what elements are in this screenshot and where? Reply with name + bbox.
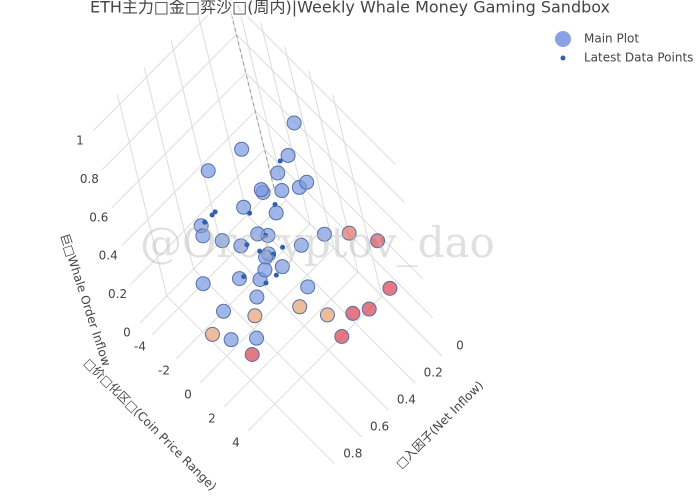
legend-label: Main Plot xyxy=(584,32,639,46)
wall-grid-line xyxy=(130,149,265,285)
data-point xyxy=(214,233,230,249)
latest-point xyxy=(270,251,276,257)
latest-point xyxy=(273,272,279,278)
latest-point xyxy=(244,242,250,248)
wall-grid-line xyxy=(236,34,405,203)
data-point xyxy=(370,233,386,249)
data-point xyxy=(299,174,315,190)
data-point xyxy=(270,165,286,181)
data-point xyxy=(382,280,398,296)
z-tick-label: 0.8 xyxy=(80,172,99,186)
wall-grid-line xyxy=(92,0,224,132)
z-tick-label: 1 xyxy=(76,134,84,148)
latest-point xyxy=(241,274,247,280)
floor-grid-line xyxy=(175,223,311,360)
latest-point xyxy=(209,212,215,218)
y-tick-label: 0.6 xyxy=(370,420,389,434)
y-tick-label: 0.4 xyxy=(397,393,416,407)
data-point xyxy=(319,307,335,323)
data-point xyxy=(345,305,361,321)
legend-marker xyxy=(555,31,571,47)
data-point xyxy=(274,183,290,199)
floor-grid-line xyxy=(166,295,336,465)
wall-grid-line xyxy=(116,94,168,297)
data-point xyxy=(216,303,231,319)
wall-grid-line xyxy=(111,72,247,209)
floor-grid-line xyxy=(151,199,287,336)
legend-label: Latest Data Points xyxy=(584,51,693,65)
y-tick-label: 0 xyxy=(456,339,464,353)
wall-grid-line xyxy=(102,34,237,170)
data-point xyxy=(341,225,357,241)
wall-grid-line xyxy=(284,46,335,249)
data-point xyxy=(293,237,309,253)
wall-grid-line xyxy=(332,94,383,297)
x-tick-label: 0 xyxy=(184,388,192,402)
x-tick-label: -4 xyxy=(134,340,146,354)
data-point xyxy=(223,332,239,348)
floor-grid-line xyxy=(246,214,416,384)
latest-point xyxy=(212,209,218,215)
data-point xyxy=(200,163,216,179)
x-tick-label: 2 xyxy=(208,412,216,426)
x-tick-label: 4 xyxy=(232,436,240,450)
latest-point xyxy=(280,244,286,250)
latest-point xyxy=(247,210,253,216)
wall-grid-line xyxy=(170,40,221,243)
plot-scene: -4 -2 0 2 4 0 0.2 0.4 0.6 0.8 0 0.2 0.4 0.6 0.8 1 xyxy=(76,0,464,465)
x-axis-title: □价□化区□(Coin Price Range) xyxy=(81,356,219,494)
wall-grid-line xyxy=(139,187,275,324)
data-point xyxy=(244,347,260,362)
z-tick-label: 0.2 xyxy=(108,287,127,301)
data-point xyxy=(286,115,302,131)
data-point xyxy=(204,326,220,342)
data-point xyxy=(234,141,250,157)
wall-grid-line xyxy=(273,187,443,357)
floor-grid-line xyxy=(223,271,359,408)
floor-grid-line xyxy=(247,295,383,432)
x-tick-label: -2 xyxy=(158,364,170,378)
wall-grid-line xyxy=(120,110,256,247)
chart-title: ETH主力□金□弈沙□(周内)|Weekly Whale Money Gamin… xyxy=(90,0,610,17)
data-point xyxy=(195,276,211,292)
data-point xyxy=(195,228,211,244)
wall-grid-line xyxy=(230,0,396,165)
data-point xyxy=(247,308,263,324)
data-point xyxy=(300,279,316,295)
latest-point xyxy=(263,232,269,238)
watermark: @Orcryptov_dao xyxy=(140,218,495,267)
data-point xyxy=(316,226,332,242)
data-point xyxy=(236,199,252,215)
legend: Main Plot Latest Data Points xyxy=(555,31,693,65)
legend-marker xyxy=(560,55,566,61)
wall-grid-line xyxy=(254,110,424,280)
y-tick-label: 0.8 xyxy=(343,447,362,461)
wall-grid-line xyxy=(227,0,275,189)
floor-grid-line xyxy=(193,268,362,438)
latest-point xyxy=(257,248,263,254)
floor-grid-line xyxy=(220,241,389,411)
data-point xyxy=(334,329,350,344)
floor-grid-line xyxy=(199,247,335,384)
latest-point xyxy=(272,202,278,207)
data-point xyxy=(257,262,273,278)
wall-grid-line xyxy=(245,72,415,242)
z-tick-label: 0.4 xyxy=(99,249,118,263)
data-point xyxy=(274,259,290,275)
data-point xyxy=(292,299,308,315)
data-point xyxy=(280,147,296,163)
data-point xyxy=(253,182,269,198)
data-point xyxy=(361,301,377,317)
data-point xyxy=(249,330,265,346)
data-point xyxy=(249,289,265,305)
latest-point xyxy=(277,158,283,164)
wall-grid-line xyxy=(143,67,195,270)
z-tick-label: 0.6 xyxy=(89,210,108,224)
latest-point xyxy=(263,280,269,286)
wall-grid-line xyxy=(197,13,248,216)
latest-point xyxy=(202,219,208,225)
y-tick-label: 0.2 xyxy=(424,366,443,380)
z-tick-label: 0 xyxy=(123,326,131,340)
